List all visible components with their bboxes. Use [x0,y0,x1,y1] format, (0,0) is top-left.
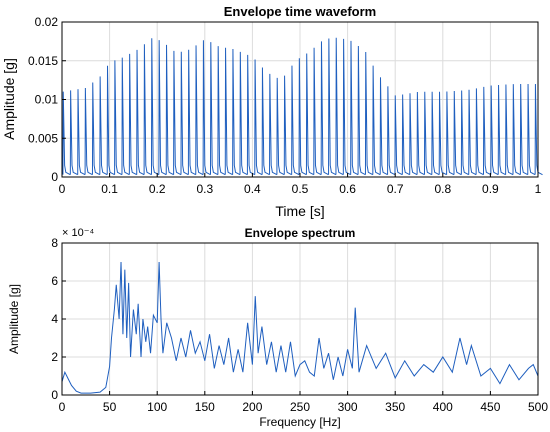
waveform-series-group [62,37,543,176]
spectrum-xlabel: Frequency [Hz] [259,415,340,429]
spectrum-x-tick-label: 50 [103,400,117,414]
waveform-x-tick-label: 0.3 [196,182,213,196]
spectrum-ylabel: Amplitude [g] [7,284,21,354]
waveform-xlabel: Time [s] [275,203,324,219]
waveform-series-line [62,37,543,176]
waveform-x-tick-label: 1 [535,182,542,196]
waveform-y-tick-label: 0.015 [28,54,58,68]
waveform-x-tick-label: 0.7 [387,182,404,196]
waveform-y-ticks: 0 0.005 0.01 0.015 0.02 [28,15,66,184]
spectrum-x-tick-label: 500 [528,400,548,414]
spectrum-y-ticks: 0 2 4 6 8 [51,236,66,402]
spectrum-x-ticks: 0 50 100 150 200 250 300 350 400 450 500 [59,391,548,414]
waveform-x-tick-label: 0.1 [101,182,118,196]
waveform-y-tick-label: 0 [51,170,58,184]
spectrum-x-tick-label: 100 [147,400,167,414]
spectrum-x-tick-label: 350 [385,400,405,414]
waveform-x-tick-label: 0.8 [434,182,451,196]
waveform-ylabel: Amplitude [g] [1,58,17,140]
waveform-x-tick-label: 0.6 [339,182,356,196]
waveform-y-tick-label: 0.005 [28,131,58,145]
spectrum-grid [61,242,539,396]
waveform-x-tick-label: 0 [59,182,66,196]
spectrum-x-tick-label: 400 [433,400,453,414]
waveform-title: Envelope time waveform [224,4,376,19]
spectrum-y-tick-label: 0 [51,388,58,402]
spectrum-x-tick-label: 450 [480,400,500,414]
spectrum-x-tick-label: 0 [59,400,66,414]
spectrum-x-tick-label: 200 [242,400,262,414]
waveform-x-tick-label: 0.4 [244,182,261,196]
spectrum-y-tick-label: 4 [51,312,58,326]
waveform-x-tick-label: 0.5 [292,182,309,196]
spectrum-exponent-label: × 10⁻⁴ [62,227,95,239]
spectrum-y-tick-label: 8 [51,236,58,250]
waveform-chart: Envelope time waveform 0 0.1 0.2 0.3 0.4 0.5 0… [1,4,543,219]
spectrum-x-tick-label: 250 [290,400,310,414]
spectrum-series-group [61,261,539,394]
waveform-x-tick-label: 0.9 [482,182,499,196]
waveform-y-tick-label: 0.02 [35,15,59,29]
spectrum-chart: Envelope spectrum × 10⁻⁴ 0 50 100 150 200 250… [7,226,548,429]
waveform-x-ticks: 0 0.1 0.2 0.3 0.4 0.5 0.6 0.7 0.8 0.9 1 [59,173,542,196]
spectrum-x-tick-label: 150 [195,400,215,414]
waveform-x-tick-label: 0.2 [149,182,166,196]
waveform-y-tick-label: 0.01 [35,93,59,107]
spectrum-x-tick-label: 300 [338,400,358,414]
spectrum-y-tick-label: 6 [51,274,58,288]
spectrum-title: Envelope spectrum [245,226,356,240]
spectrum-series-line [61,261,539,394]
spectrum-y-tick-label: 2 [51,350,58,364]
